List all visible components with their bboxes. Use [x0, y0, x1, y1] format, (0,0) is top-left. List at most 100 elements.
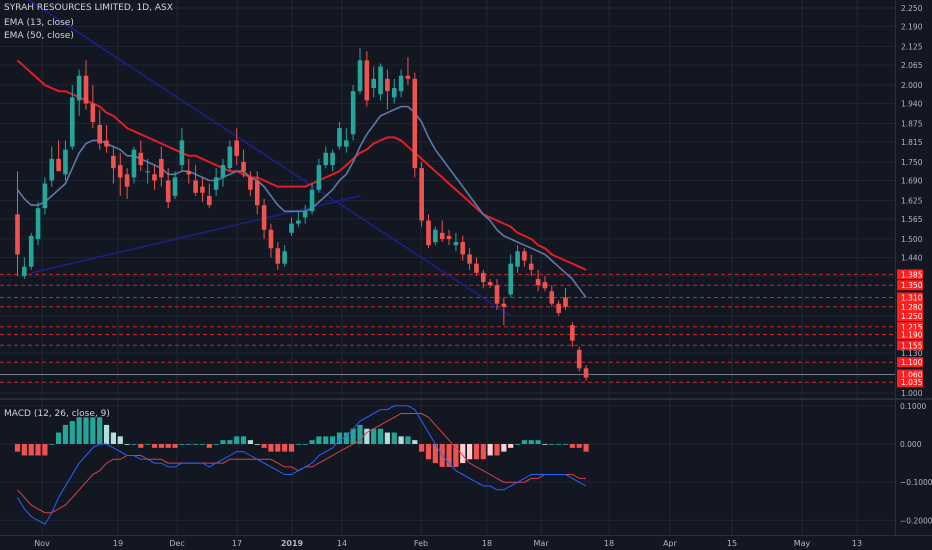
candle: [501, 297, 507, 326]
ema13-line: [16, 105, 587, 298]
candle: [63, 140, 68, 181]
candle-body: [241, 162, 246, 172]
candle: [398, 69, 404, 98]
macd-histogram-bar: [309, 440, 315, 444]
macd-histogram-bar: [569, 444, 575, 448]
candle: [515, 245, 520, 273]
candle: [28, 232, 34, 270]
time-tick-label: Dec: [169, 539, 184, 548]
macd-histogram-bar: [151, 444, 158, 448]
candle-body: [556, 303, 561, 313]
ema50-line: [16, 59, 587, 271]
trendline: [27, 0, 512, 317]
candle-body: [179, 140, 185, 166]
macd-histogram-bar: [145, 444, 151, 445]
candle: [186, 158, 192, 184]
candle-body: [90, 103, 96, 122]
candle: [254, 171, 260, 215]
time-tick-label: 2019: [281, 539, 304, 548]
macd-tick-label: −0.1000: [900, 478, 932, 487]
candle: [15, 171, 20, 276]
macd-histogram-bar: [76, 417, 82, 444]
candle: [556, 300, 561, 316]
macd-histogram-bar: [316, 436, 322, 444]
candle: [446, 229, 452, 246]
candle-body: [467, 254, 472, 264]
time-tick-label: Feb: [414, 539, 428, 548]
time-tick-label: Apr: [663, 539, 678, 548]
price-tag-label: 1.310: [901, 294, 923, 303]
price-tag-label: 1.100: [901, 358, 923, 367]
candle: [528, 254, 534, 276]
price-tag-bg: [897, 329, 923, 340]
candle-body: [378, 66, 383, 95]
price-tick-label: 2.125: [901, 43, 923, 52]
candle-body: [405, 75, 411, 79]
macd-histogram-bar: [473, 444, 480, 460]
price-tag: 1.215: [897, 321, 923, 332]
candle-body: [426, 220, 431, 246]
price-tag-label: 1.280: [901, 303, 923, 312]
macd-histogram-bar: [384, 432, 390, 444]
candle: [131, 146, 137, 184]
candle: [453, 232, 459, 252]
candle-body: [261, 205, 267, 230]
candle-body: [152, 174, 157, 181]
macd-histogram-bar: [364, 428, 370, 444]
price-tag-label: 1.190: [901, 330, 923, 339]
candle-body: [412, 78, 418, 169]
price-tag: 1.100: [897, 357, 923, 368]
candle: [350, 85, 356, 141]
price-tick-label: 1.440: [901, 253, 923, 262]
macd-histogram-bar: [206, 444, 212, 448]
macd-histogram-bar: [412, 440, 418, 444]
candle: [549, 285, 555, 307]
candle-body: [159, 158, 164, 178]
candle: [76, 69, 82, 116]
price-tick-label: 1.130: [901, 349, 923, 358]
macd-histogram-bar: [357, 424, 363, 444]
candle-body: [111, 155, 116, 169]
candle: [426, 214, 431, 249]
macd-histogram-bar: [514, 444, 521, 445]
candle-body: [234, 140, 239, 156]
macd-histogram-bar: [199, 444, 206, 445]
candle-body: [117, 165, 123, 178]
candle-body: [138, 152, 144, 166]
candle: [419, 162, 424, 227]
candle: [316, 158, 322, 193]
candle-body: [391, 88, 397, 98]
candle-body: [494, 285, 500, 304]
candle: [330, 149, 335, 172]
time-tick-label: 13: [852, 539, 862, 548]
macd-histogram-bar: [542, 444, 548, 445]
candle-body: [344, 140, 349, 147]
candle-body: [76, 75, 82, 101]
price-tag-label: 1.385: [901, 270, 923, 279]
macd-histogram-bar: [28, 444, 34, 456]
candle-body: [275, 248, 281, 264]
candle-body: [124, 174, 130, 187]
macd-histogram-bar: [521, 440, 527, 444]
candle-body: [213, 177, 219, 190]
price-tag-bg: [897, 357, 923, 368]
candle: [433, 226, 438, 246]
candle: [309, 183, 315, 215]
price-tag: 1.280: [897, 301, 923, 312]
macd-histogram-bar: [556, 444, 562, 445]
candle-body: [357, 60, 363, 92]
candle-body: [28, 235, 34, 267]
candle: [391, 78, 397, 104]
candle: [83, 60, 89, 110]
price-tag: 1.310: [897, 292, 923, 303]
macd-histogram-bar: [549, 444, 555, 445]
price-tag-label: 1.155: [901, 341, 923, 350]
candle-body: [398, 75, 404, 92]
candle: [179, 128, 185, 172]
candle: [481, 269, 486, 289]
price-tag-label: 1.215: [901, 323, 923, 332]
candle: [248, 171, 253, 196]
candle-body: [528, 263, 534, 270]
candle-body: [460, 242, 466, 255]
candle-body: [35, 208, 41, 239]
